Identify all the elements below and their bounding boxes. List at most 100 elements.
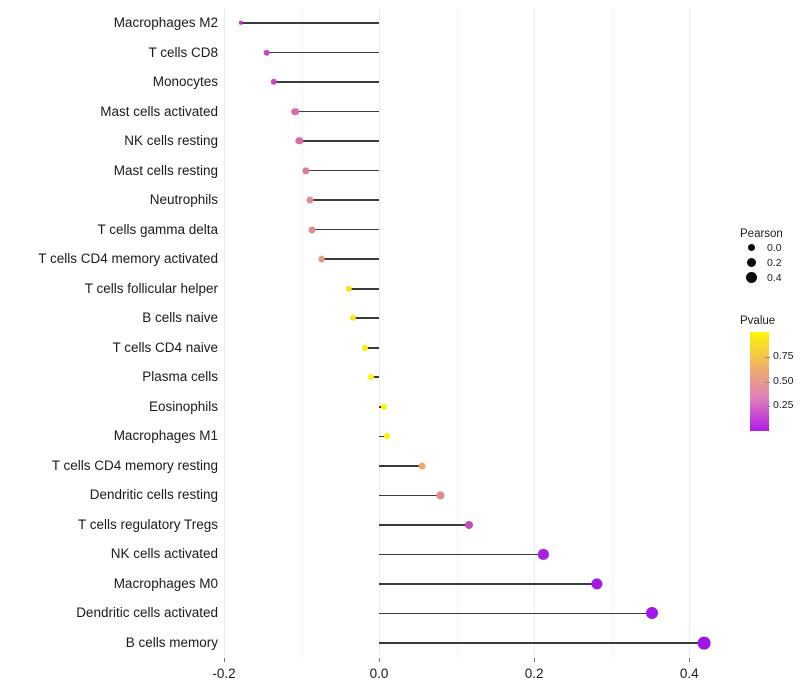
lollipop-stem (306, 169, 380, 172)
lollipop-stem (379, 435, 387, 438)
x-axis-tick-mark (224, 658, 225, 662)
lollipop-stem (266, 51, 380, 54)
size-legend-swatch-box (740, 272, 762, 283)
y-axis-tick-label: T cells follicular helper (84, 280, 218, 296)
y-axis-tick-label: Macrophages M2 (113, 15, 218, 30)
lollipop-stem (379, 524, 469, 526)
y-axis-tick-label: Dendritic cells activated (76, 605, 218, 621)
lollipop-point (345, 285, 353, 292)
lollipop-point (270, 78, 277, 86)
size-legend-item: 0.0 (740, 240, 800, 255)
lollipop-point (380, 403, 387, 410)
y-axis-tick-label: B cells memory (125, 635, 218, 650)
y-axis-tick-label: T cells gamma delta (97, 221, 218, 237)
y-axis-labels: Macrophages M2 T cells CD8 Monocytes Mast c… (0, 8, 218, 658)
lollipop-point (383, 433, 390, 440)
colorbar (750, 332, 769, 431)
size-legend-dot-icon (745, 272, 757, 283)
size-legend-swatch-box (740, 244, 762, 251)
lollipop-point (646, 607, 658, 620)
lollipop-point (419, 462, 426, 470)
size-legend-label: 0.4 (767, 271, 782, 284)
gridline-minor (611, 8, 613, 658)
lollipop-point (302, 167, 310, 175)
legend-area: Pearson 0.0 0.2 0.4 Pvalue 0.75 0.50 0.25 (740, 228, 800, 437)
y-axis-tick-label: T cells CD8 (148, 44, 218, 60)
x-axis-tick-label: -0.2 (212, 666, 236, 681)
colorbar-tick-mark (765, 381, 770, 383)
gridline-major (224, 8, 225, 658)
size-legend-item: 0.4 (740, 270, 800, 285)
lollipop-point (295, 137, 303, 145)
y-axis-tick-label: NK cells resting (124, 133, 218, 149)
y-axis-tick-label: Mast cells activated (100, 103, 218, 119)
size-legend-title: Pearson (740, 228, 783, 240)
colorbar-tick-label: 0.50 (773, 374, 794, 387)
lollipop-stem (299, 140, 380, 142)
lollipop-point (368, 374, 375, 381)
y-axis-tick-label: Macrophages M1 (113, 428, 218, 444)
lollipop-stem (312, 228, 380, 231)
lollipop-point (465, 520, 474, 529)
y-axis-tick-label: Monocytes (152, 74, 218, 90)
y-axis-tick-label: Dendritic cells resting (89, 487, 218, 503)
lollipop-point (349, 315, 356, 322)
lollipop-point (436, 491, 444, 499)
y-axis-tick-label: T cells CD4 memory activated (38, 251, 218, 267)
lollipop-stem (379, 642, 704, 644)
plot-area (224, 8, 728, 658)
lollipop-stem (379, 465, 423, 467)
y-axis-tick-label: Plasma cells (142, 369, 218, 385)
lollipop-stem (379, 553, 544, 556)
lollipop-point (306, 196, 314, 204)
y-axis-tick-label: NK cells activated (110, 546, 218, 562)
size-legend: 0.0 0.2 0.4 (740, 240, 800, 285)
size-legend-label: 0.2 (767, 256, 782, 269)
lollipop-stem (379, 583, 597, 585)
lollipop-stem (379, 612, 652, 615)
lollipop-point (318, 255, 326, 263)
y-axis-tick-label: T cells regulatory Tregs (77, 516, 218, 532)
size-legend-dot-icon (746, 258, 756, 267)
lollipop-stem (273, 81, 380, 83)
y-axis-tick-label: Macrophages M0 (113, 575, 218, 591)
y-axis-tick-label: B cells naive (142, 310, 218, 326)
y-axis-tick-label: Eosinophils (148, 398, 218, 414)
colorbar-tick-label: 0.25 (773, 399, 794, 412)
y-axis-tick-label: T cells CD4 naive (112, 339, 218, 355)
lollipop-point (697, 636, 711, 650)
lollipop-stem (379, 494, 441, 497)
gridline-major (534, 8, 536, 658)
lollipop-point (591, 578, 603, 590)
size-legend-label: 0.0 (767, 241, 782, 254)
color-legend-bar-wrap: 0.75 0.50 0.25 (740, 332, 800, 437)
lollipop-stem (321, 258, 380, 260)
lollipop-stem (348, 287, 380, 290)
lollipop-stem (310, 199, 380, 201)
lollipop-point (238, 20, 244, 26)
x-axis-tick-mark (534, 658, 536, 662)
lollipop-point (263, 49, 270, 56)
lollipop-stem (295, 110, 380, 113)
lollipop-stem (352, 317, 380, 320)
colorbar-tick-mark (765, 356, 770, 358)
lollipop-point (538, 549, 549, 560)
lollipop-point (362, 344, 369, 351)
size-legend-item: 0.2 (740, 255, 800, 270)
y-axis-tick-label: Neutrophils (149, 192, 218, 208)
size-legend-swatch-box (740, 258, 762, 267)
lollipop-point (291, 107, 300, 116)
color-legend-title: Pvalue (740, 315, 776, 327)
x-axis-tick-label: 0.0 (369, 666, 389, 681)
size-legend-dot-icon (747, 244, 755, 251)
lollipop-stem (241, 22, 380, 24)
gridline-minor (301, 8, 303, 658)
lollipop-stem (371, 376, 380, 379)
y-axis-tick-label: Mast cells resting (113, 162, 218, 178)
gridline-major (689, 8, 691, 658)
gridline-major (379, 8, 381, 658)
x-axis-tick-mark (689, 658, 691, 662)
x-axis-tick-label: 0.4 (679, 666, 699, 681)
x-axis-tick-mark (379, 658, 381, 662)
